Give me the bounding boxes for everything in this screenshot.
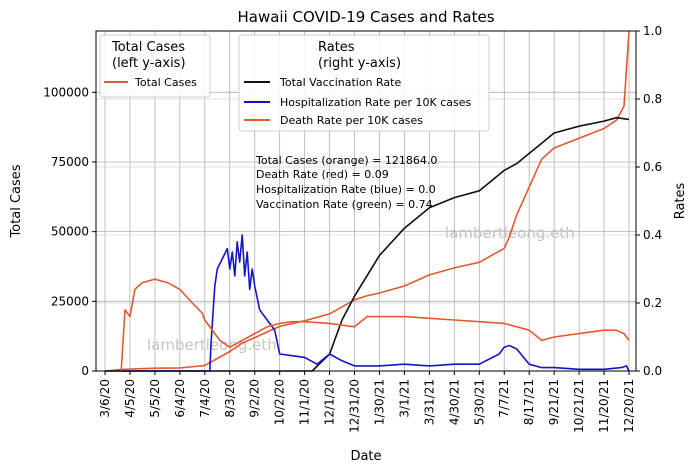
right-y-axis-ticks: 0.0 0.2 0.4 0.6 0.8 1.0 [636,24,662,378]
legend-label-hospitalization: Hospitalization Rate per 10K cases [280,96,472,109]
x-tick-label: 11/1/20 [298,379,312,425]
right-y-tick-label: 0.0 [643,364,662,378]
series-line-hospitalization-rate-per-10k-cases [105,234,630,372]
left-y-tick-label: 0 [81,364,89,378]
left-y-tick-label: 75000 [51,155,89,169]
left-y-tick-label: 100000 [43,85,89,99]
x-tick-label: 7/7/21 [497,379,511,418]
plot-frame [95,30,637,372]
x-tick-label: 6/4/20 [173,379,187,418]
x-axis-label: Date [350,449,381,464]
legend-right-subtitle: (right y-axis) [318,56,401,71]
legend-left-title: Total Cases [111,40,185,55]
x-tick-label: 12/20/21 [622,379,636,433]
annotation: Total Cases (orange) = 121864.0 Death Ra… [255,154,437,211]
x-tick-label: 3/6/20 [98,379,112,418]
x-tick-label: 9/21/21 [547,379,561,425]
right-y-axis-label: Rates [673,182,688,219]
x-tick-label: 3/31/21 [422,379,436,425]
left-y-tick-label: 50000 [51,225,89,239]
series-line-total-cases [104,31,630,372]
legend-label-total-cases: Total Cases [134,76,197,89]
annotation-death-rate: Death Rate (red) = 0.09 [256,168,389,181]
x-tick-label: 10/2/20 [273,379,287,425]
x-tick-label: 10/21/21 [572,379,586,433]
legend-left-subtitle: (left y-axis) [112,56,186,71]
series-line-total-vaccination-rate [105,116,630,372]
right-y-tick-label: 0.6 [643,160,662,174]
right-y-tick-label: 0.2 [643,296,662,310]
x-tick-label: 3/1/21 [397,379,411,418]
x-tick-label: 11/20/21 [597,379,611,433]
watermark-1: lambertleong.eth [147,336,277,354]
x-tick-label: 1/30/21 [372,379,386,425]
x-tick-label: 8/3/20 [223,379,237,418]
chart-title: Hawaii COVID-19 Cases and Rates [237,8,494,26]
legend-right-title: Rates [318,40,355,55]
x-tick-label: 8/17/21 [522,379,536,425]
legend-right-box [238,34,490,132]
x-tick-label: 4/5/20 [123,379,137,418]
left-y-tick-label: 25000 [51,294,89,308]
annotation-hospitalization-rate: Hospitalization Rate (blue) = 0.0 [256,183,436,196]
x-tick-label: 5/5/20 [148,379,162,418]
legend-left: Total Cases (left y-axis) Total Cases [99,34,211,98]
right-y-tick-label: 0.8 [643,92,662,106]
x-tick-label: 4/30/21 [447,379,461,425]
left-y-axis-ticks: 0 25000 50000 75000 100000 [43,85,96,378]
series-line-death-rate-per-10k-cases [105,278,630,372]
series-lines [104,31,630,372]
right-y-tick-label: 1.0 [643,24,662,38]
annotation-total-cases: Total Cases (orange) = 121864.0 [255,154,437,167]
legend-label-vaccination: Total Vaccination Rate [279,76,401,89]
x-tick-label: 12/1/20 [323,379,337,425]
legend-right: Rates (right y-axis) Total Vaccination R… [238,34,490,132]
x-tick-label: 12/31/20 [348,379,362,433]
x-tick-label: 5/30/21 [472,379,486,425]
right-y-tick-label: 0.4 [643,228,662,242]
x-tick-label: 7/4/20 [198,379,212,418]
annotation-vaccination-rate: Vaccination Rate (green) = 0.74 [256,198,433,211]
x-axis-ticks: 3/6/20 4/5/20 5/5/20 6/4/20 7/4/20 8/3/20 9/2/… [98,371,636,433]
legend-label-death-rate: Death Rate per 10K cases [280,114,423,127]
x-tick-label: 9/2/20 [248,379,262,418]
left-y-axis-label: Total Cases [9,164,24,238]
